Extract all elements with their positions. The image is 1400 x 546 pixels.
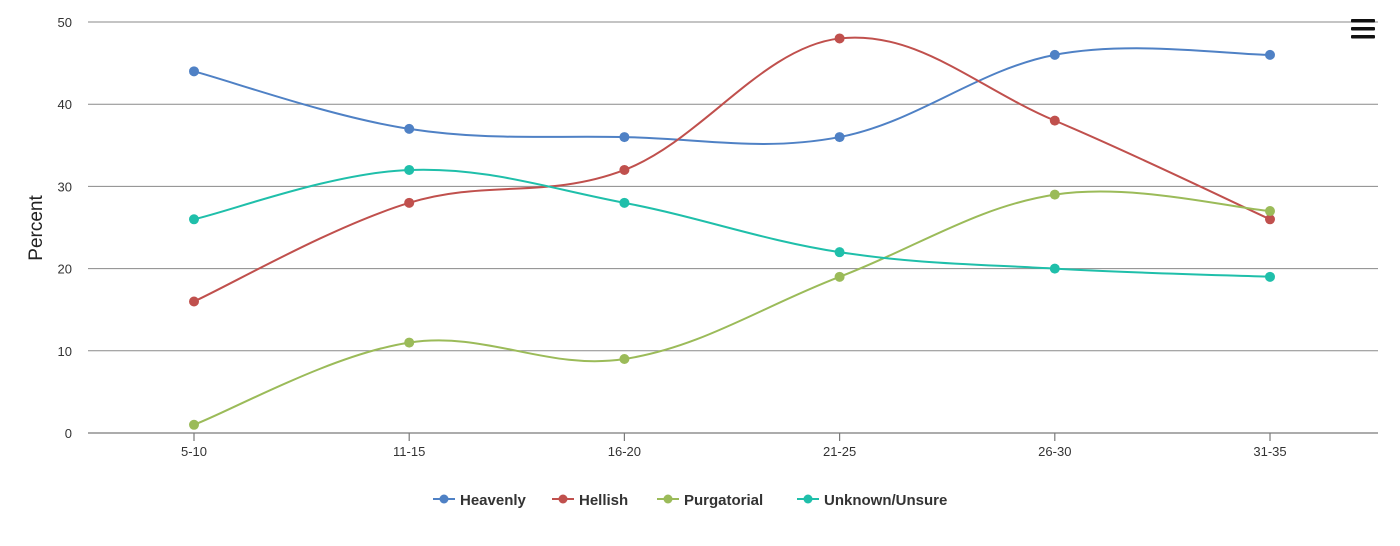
data-point[interactable] bbox=[619, 164, 630, 175]
series-hellish bbox=[189, 33, 1275, 307]
legend-label: Hellish bbox=[579, 492, 628, 509]
data-point[interactable] bbox=[1265, 214, 1275, 225]
y-tick-label: 50 bbox=[58, 15, 72, 30]
x-tick-label: 11-15 bbox=[393, 444, 425, 459]
data-point[interactable] bbox=[1049, 189, 1060, 200]
data-point[interactable] bbox=[834, 271, 845, 282]
y-axis-label: Percent bbox=[26, 195, 47, 261]
legend-marker bbox=[439, 494, 449, 504]
hamburger-menu-icon[interactable] bbox=[1351, 19, 1375, 39]
series-group bbox=[189, 33, 1275, 430]
data-point[interactable] bbox=[1265, 206, 1275, 217]
legend-marker bbox=[558, 494, 568, 504]
legend-label: Unknown/Unsure bbox=[824, 492, 947, 509]
data-point[interactable] bbox=[1265, 271, 1275, 282]
legend-item[interactable]: Hellish bbox=[552, 492, 628, 509]
legend-label: Heavenly bbox=[460, 492, 527, 509]
y-tick-label: 20 bbox=[58, 262, 72, 277]
data-point[interactable] bbox=[404, 164, 415, 175]
legend-item[interactable]: Heavenly bbox=[433, 492, 527, 509]
legend-item[interactable]: Purgatorial bbox=[657, 492, 763, 509]
data-point[interactable] bbox=[189, 419, 199, 430]
series-line bbox=[193, 47, 1271, 145]
legend-label: Purgatorial bbox=[684, 492, 763, 509]
data-point[interactable] bbox=[834, 247, 845, 258]
series-line bbox=[193, 36, 1271, 303]
y-tick-labels: 0 10 20 30 40 50 bbox=[58, 15, 72, 441]
x-tick-label: 26-30 bbox=[1038, 444, 1071, 459]
y-tick-label: 40 bbox=[58, 97, 72, 112]
data-point[interactable] bbox=[189, 296, 199, 307]
data-point[interactable] bbox=[834, 33, 845, 44]
data-point[interactable] bbox=[404, 123, 415, 134]
y-tick-label: 30 bbox=[58, 179, 72, 194]
x-tick-label: 21-25 bbox=[823, 444, 856, 459]
data-point[interactable] bbox=[619, 132, 630, 143]
data-point[interactable] bbox=[1049, 49, 1060, 60]
legend-marker bbox=[663, 494, 673, 504]
series-purgatorial bbox=[189, 189, 1275, 430]
data-point[interactable] bbox=[189, 66, 199, 77]
series-unknown-unsure bbox=[189, 164, 1275, 282]
x-tick-label: 31-35 bbox=[1253, 444, 1286, 459]
legend: Heavenly Hellish Purgatorial Unknown/Unsure bbox=[433, 492, 947, 509]
data-point[interactable] bbox=[404, 197, 415, 208]
legend-marker bbox=[803, 494, 813, 504]
series-line bbox=[193, 168, 1271, 278]
data-point[interactable] bbox=[1049, 263, 1060, 274]
x-tick-label: 16-20 bbox=[608, 444, 641, 459]
legend-item[interactable]: Unknown/Unsure bbox=[797, 492, 947, 509]
data-point[interactable] bbox=[834, 132, 845, 143]
data-point[interactable] bbox=[619, 197, 630, 208]
x-tick-label: 5-10 bbox=[181, 444, 207, 459]
data-point[interactable] bbox=[404, 337, 415, 348]
series-line bbox=[193, 190, 1271, 426]
data-point[interactable] bbox=[619, 354, 630, 365]
y-tick-label: 0 bbox=[65, 426, 72, 441]
data-point[interactable] bbox=[189, 214, 199, 225]
data-point[interactable] bbox=[1049, 115, 1060, 126]
series-heavenly bbox=[189, 47, 1275, 145]
y-tick-label: 10 bbox=[58, 344, 72, 359]
data-point[interactable] bbox=[1265, 49, 1275, 60]
x-tick-labels: 5-10 11-15 16-20 21-25 26-30 31-35 bbox=[181, 433, 1287, 459]
gridlines bbox=[88, 21, 1378, 434]
